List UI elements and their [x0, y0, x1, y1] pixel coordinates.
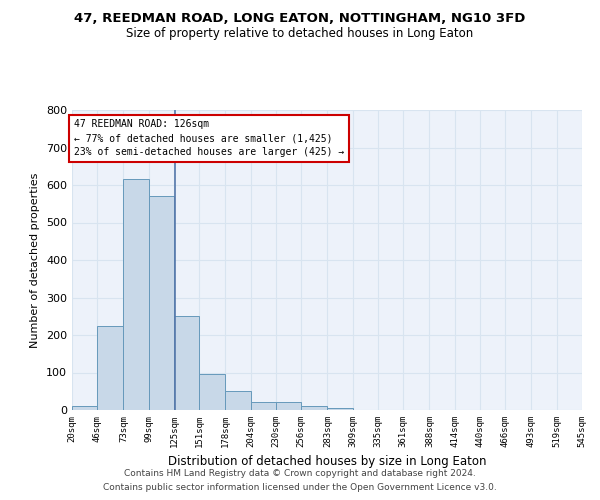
Bar [276, 402, 301, 410]
Bar [199, 374, 226, 410]
Bar [174, 316, 199, 410]
Text: Contains public sector information licensed under the Open Government Licence v3: Contains public sector information licen… [103, 484, 497, 492]
Text: Size of property relative to detached houses in Long Eaton: Size of property relative to detached ho… [127, 28, 473, 40]
X-axis label: Distribution of detached houses by size in Long Eaton: Distribution of detached houses by size … [168, 456, 486, 468]
Bar [97, 326, 124, 410]
Text: Contains HM Land Registry data © Crown copyright and database right 2024.: Contains HM Land Registry data © Crown c… [124, 468, 476, 477]
Bar [149, 196, 174, 410]
Bar [72, 406, 97, 410]
Text: 47 REEDMAN ROAD: 126sqm
← 77% of detached houses are smaller (1,425)
23% of semi: 47 REEDMAN ROAD: 126sqm ← 77% of detache… [74, 120, 344, 158]
Text: 47, REEDMAN ROAD, LONG EATON, NOTTINGHAM, NG10 3FD: 47, REEDMAN ROAD, LONG EATON, NOTTINGHAM… [74, 12, 526, 26]
Y-axis label: Number of detached properties: Number of detached properties [31, 172, 40, 348]
Bar [226, 391, 251, 410]
Bar [301, 406, 328, 410]
Bar [328, 408, 353, 410]
Bar [251, 402, 276, 410]
Bar [124, 180, 149, 410]
